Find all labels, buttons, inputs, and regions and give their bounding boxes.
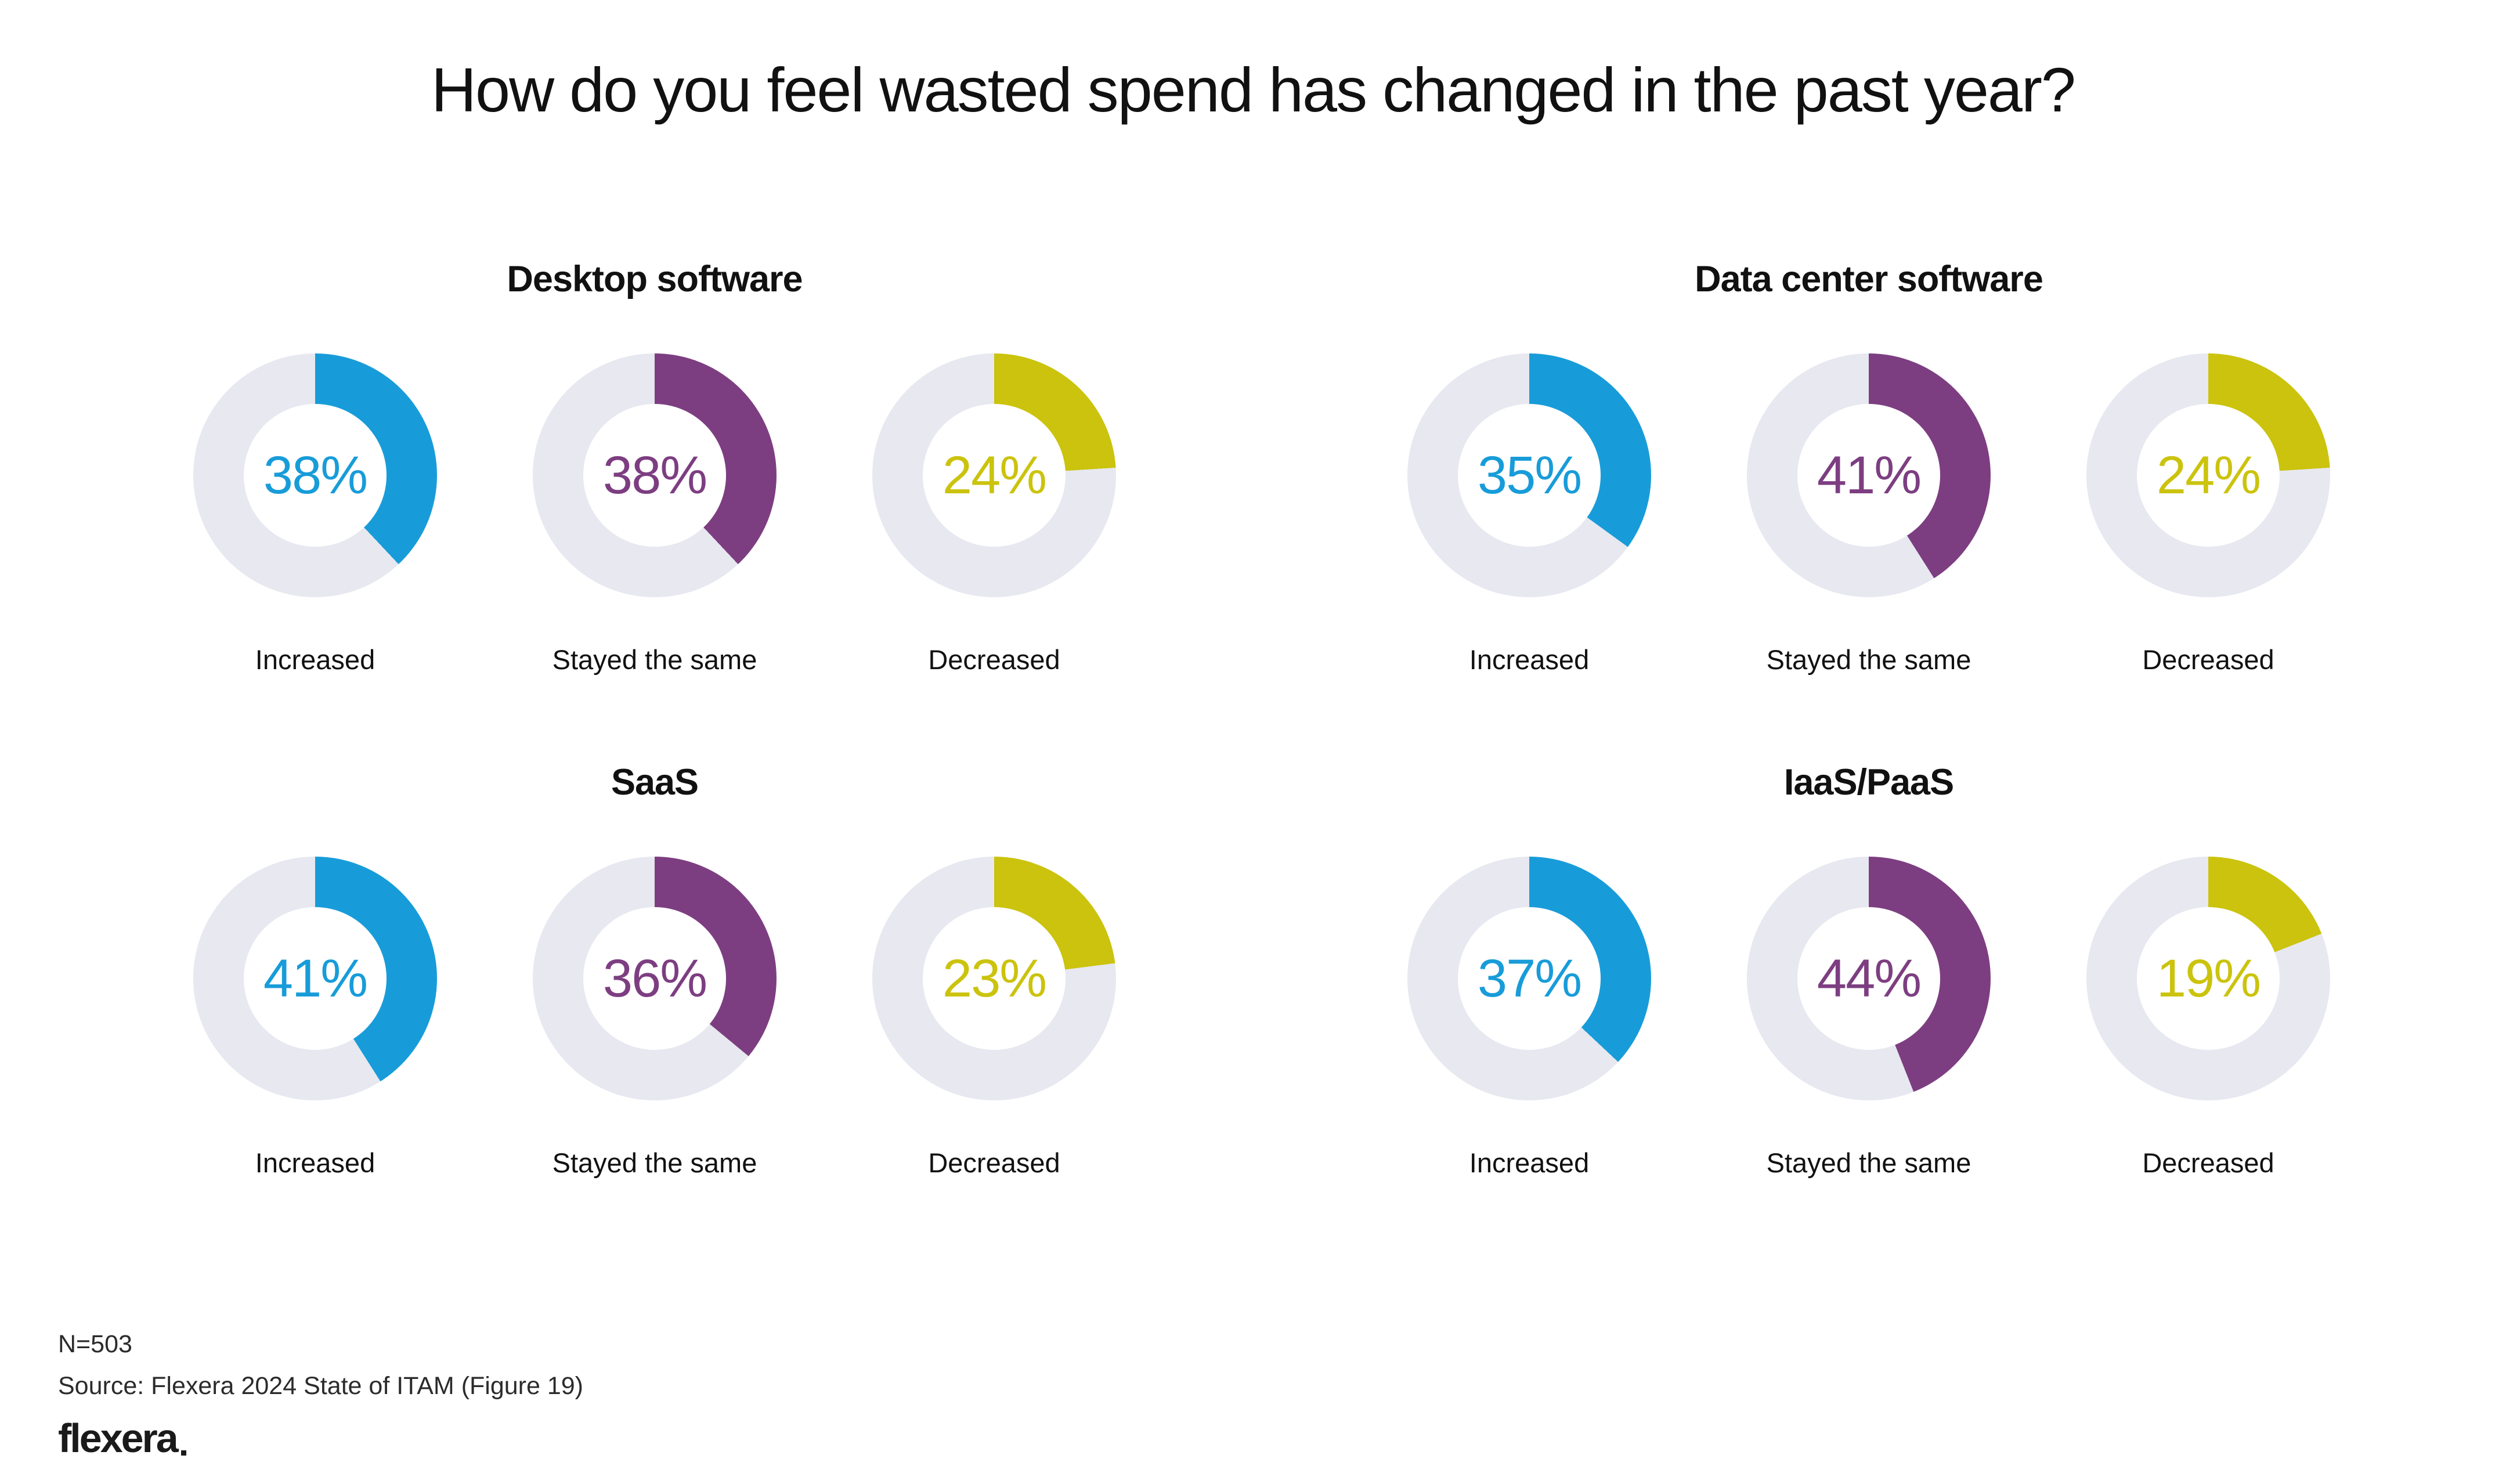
donut-row: 37% Increased 44% Stayed the same 19% De… <box>1393 857 2345 1179</box>
page-title: How do you feel wasted spend has changed… <box>431 55 2076 125</box>
chart-group-desktop-software: Desktop software 38% Increased 38% Staye… <box>179 258 1131 676</box>
flexera-logo: flexera <box>58 1415 583 1461</box>
donut-cell-increased: 37% Increased <box>1393 857 1666 1179</box>
donut-chart: 41% <box>193 857 437 1100</box>
donut-chart: 35% <box>1407 353 1651 597</box>
donut-row: 35% Increased 41% Stayed the same 24% De… <box>1393 353 2345 676</box>
donut-category-label: Increased <box>255 1147 375 1178</box>
donut-percent-label: 38% <box>263 445 368 505</box>
flexera-logo-dot <box>180 1450 186 1456</box>
donut-category-label: Stayed the same <box>1766 1147 1971 1178</box>
donut-chart: 19% <box>2086 857 2330 1100</box>
donut-cell-decreased: 24% Decreased <box>2072 353 2345 676</box>
donut-percent-label: 35% <box>1477 445 1582 505</box>
chart-group-data-center-software: Data center software 35% Increased 41% S… <box>1393 258 2345 676</box>
donut-chart: 38% <box>193 353 437 597</box>
donut-percent-label: 36% <box>602 948 707 1008</box>
source-note: Source: Flexera 2024 State of ITAM (Figu… <box>58 1372 583 1400</box>
donut-percent-label: 38% <box>602 445 707 505</box>
donut-cell-increased: 41% Increased <box>179 857 452 1179</box>
donut-cell-stayed: 36% Stayed the same <box>518 857 791 1179</box>
donut-chart: 24% <box>872 353 1116 597</box>
group-title: Data center software <box>1695 259 2043 299</box>
donut-chart: 37% <box>1407 857 1651 1100</box>
sample-size-note: N=503 <box>58 1330 132 1358</box>
donut-cell-increased: 38% Increased <box>179 353 452 676</box>
donut-cell-stayed: 41% Stayed the same <box>1732 353 2005 676</box>
donut-percent-label: 37% <box>1477 948 1582 1008</box>
footer: N=503 Source: Flexera 2024 State of ITAM… <box>58 1323 583 1461</box>
donut-row: 41% Increased 36% Stayed the same 23% De… <box>179 857 1131 1179</box>
donut-percent-label: 44% <box>1817 948 1922 1008</box>
donut-percent-label: 24% <box>942 445 1047 505</box>
group-title: IaaS/PaaS <box>1783 762 1954 803</box>
donut-chart: 44% <box>1747 857 1991 1100</box>
donut-percent-label: 41% <box>263 948 368 1008</box>
chart-group-iaas-paas: IaaS/PaaS 37% Increased 44% Stayed the s… <box>1393 761 2345 1179</box>
donut-category-label: Decreased <box>928 644 1060 675</box>
donut-percent-label: 23% <box>942 948 1047 1008</box>
donut-cell-decreased: 24% Decreased <box>858 353 1131 676</box>
donut-category-label: Stayed the same <box>1766 644 1971 675</box>
donut-category-label: Increased <box>255 644 375 675</box>
donut-cell-decreased: 23% Decreased <box>858 857 1131 1179</box>
group-title: Desktop software <box>507 259 803 299</box>
donut-chart: 38% <box>533 353 777 597</box>
donut-percent-label: 41% <box>1817 445 1922 505</box>
donut-cell-decreased: 19% Decreased <box>2072 857 2345 1179</box>
donut-percent-label: 24% <box>2156 445 2261 505</box>
donut-category-label: Stayed the same <box>552 644 757 675</box>
donut-category-label: Increased <box>1469 1147 1590 1178</box>
donut-percent-label: 19% <box>2156 948 2261 1008</box>
donut-chart: 41% <box>1747 353 1991 597</box>
donut-category-label: Stayed the same <box>552 1147 757 1178</box>
chart-group-saas: SaaS 41% Increased 36% Stayed the same 2… <box>179 761 1131 1179</box>
donut-cell-stayed: 44% Stayed the same <box>1732 857 2005 1179</box>
flexera-logo-text: flexera <box>58 1416 179 1461</box>
donut-row: 38% Increased 38% Stayed the same 24% De… <box>179 353 1131 676</box>
donut-category-label: Decreased <box>2142 644 2274 675</box>
donut-category-label: Decreased <box>2142 1147 2274 1178</box>
donut-chart: 24% <box>2086 353 2330 597</box>
donut-chart: 36% <box>533 857 777 1100</box>
donut-chart: 23% <box>872 857 1116 1100</box>
group-title: SaaS <box>611 762 699 803</box>
donut-category-label: Decreased <box>928 1147 1060 1178</box>
donut-category-label: Increased <box>1469 644 1590 675</box>
donut-cell-increased: 35% Increased <box>1393 353 1666 676</box>
donut-cell-stayed: 38% Stayed the same <box>518 353 791 676</box>
